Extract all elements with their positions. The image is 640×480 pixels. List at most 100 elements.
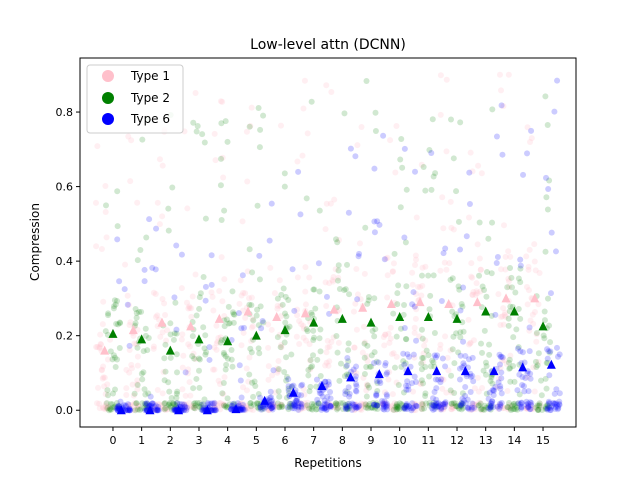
data-point-type-6 — [437, 401, 444, 408]
data-point-type-6 — [114, 236, 121, 243]
data-point-type-6 — [289, 405, 296, 412]
data-point-type-2 — [343, 363, 350, 370]
data-point-type-1 — [473, 402, 480, 409]
mean-marker-type-2 — [194, 334, 204, 344]
x-tick-label: 10 — [393, 434, 407, 447]
data-point-type-1 — [389, 402, 396, 409]
data-point-type-2 — [346, 405, 353, 412]
data-point-type-6 — [406, 403, 413, 410]
data-point-type-6 — [428, 405, 435, 412]
data-point-type-6 — [208, 400, 215, 407]
data-point-type-1 — [94, 143, 101, 150]
data-point-type-6 — [490, 403, 497, 410]
data-point-type-2 — [286, 402, 293, 409]
data-point-type-6 — [405, 403, 412, 410]
data-point-type-6 — [319, 404, 326, 411]
data-point-type-2 — [538, 377, 545, 384]
data-point-type-1 — [440, 225, 447, 232]
data-point-type-1 — [527, 317, 534, 324]
data-point-type-6 — [405, 386, 412, 393]
data-point-type-1 — [304, 404, 311, 411]
data-point-type-2 — [543, 359, 550, 366]
data-point-type-6 — [346, 400, 353, 407]
data-point-type-1 — [221, 402, 228, 409]
data-point-type-1 — [131, 400, 138, 407]
data-point-type-2 — [505, 315, 512, 322]
data-point-type-6 — [229, 402, 236, 409]
data-point-type-1 — [440, 376, 447, 383]
data-point-type-6 — [241, 406, 248, 413]
data-point-type-1 — [469, 168, 476, 175]
data-point-type-6 — [373, 390, 380, 397]
data-point-type-2 — [372, 326, 379, 333]
data-point-type-2 — [246, 246, 253, 253]
data-point-type-1 — [421, 342, 428, 349]
data-point-type-1 — [212, 157, 219, 164]
data-point-type-6 — [315, 400, 322, 407]
data-point-type-2 — [477, 406, 484, 413]
data-point-type-1 — [219, 154, 226, 161]
data-point-type-6 — [212, 407, 219, 414]
data-point-type-2 — [507, 407, 514, 414]
data-point-type-1 — [364, 358, 371, 365]
data-point-type-2 — [344, 405, 351, 412]
data-point-type-1 — [211, 130, 218, 137]
data-point-type-1 — [527, 138, 534, 145]
data-point-type-1 — [330, 334, 337, 341]
data-point-type-1 — [278, 342, 285, 349]
data-point-type-6 — [316, 390, 323, 397]
data-point-type-6 — [327, 403, 334, 410]
data-point-type-6 — [463, 233, 470, 240]
data-point-type-6 — [525, 404, 532, 411]
data-point-type-2 — [543, 385, 550, 392]
data-point-type-1 — [154, 386, 161, 393]
data-point-type-2 — [309, 363, 316, 370]
data-point-type-1 — [185, 366, 192, 373]
data-point-type-2 — [278, 404, 285, 411]
data-point-type-2 — [390, 406, 397, 413]
data-point-type-6 — [127, 407, 134, 414]
data-point-type-6 — [435, 403, 442, 410]
data-point-type-2 — [505, 322, 512, 329]
data-point-type-6 — [442, 363, 449, 370]
data-point-type-6 — [485, 405, 492, 412]
data-point-type-6 — [517, 256, 524, 263]
data-point-type-1 — [298, 321, 305, 328]
data-point-type-2 — [285, 385, 292, 392]
data-point-type-1 — [381, 400, 388, 407]
data-point-type-1 — [134, 377, 141, 384]
data-point-type-1 — [415, 283, 422, 290]
data-point-type-1 — [382, 331, 389, 338]
data-point-type-6 — [401, 145, 408, 152]
data-point-type-1 — [478, 170, 485, 177]
data-point-type-6 — [347, 145, 354, 152]
data-point-type-1 — [156, 221, 163, 228]
data-point-type-6 — [126, 407, 133, 414]
data-point-type-6 — [321, 405, 328, 412]
data-point-type-2 — [274, 400, 281, 407]
data-point-type-1 — [159, 405, 166, 412]
data-point-type-6 — [153, 225, 160, 232]
data-point-type-1 — [335, 274, 342, 281]
data-point-type-2 — [105, 312, 112, 319]
data-point-type-1 — [472, 291, 479, 298]
data-point-type-2 — [369, 404, 376, 411]
data-point-type-1 — [352, 403, 359, 410]
data-point-type-6 — [440, 401, 447, 408]
data-point-type-1 — [159, 213, 166, 220]
data-point-type-6 — [349, 400, 356, 407]
data-point-type-1 — [152, 406, 159, 413]
data-point-type-1 — [186, 379, 193, 386]
data-point-type-2 — [141, 405, 148, 412]
data-point-type-1 — [151, 400, 158, 407]
data-point-type-1 — [324, 403, 331, 410]
data-point-type-2 — [344, 405, 351, 412]
data-point-type-2 — [192, 400, 199, 407]
data-point-type-2 — [276, 404, 283, 411]
data-point-type-6 — [152, 402, 159, 409]
data-point-type-2 — [480, 406, 487, 413]
data-point-type-6 — [383, 403, 390, 410]
data-point-type-2 — [334, 239, 341, 246]
data-point-type-2 — [533, 329, 540, 336]
